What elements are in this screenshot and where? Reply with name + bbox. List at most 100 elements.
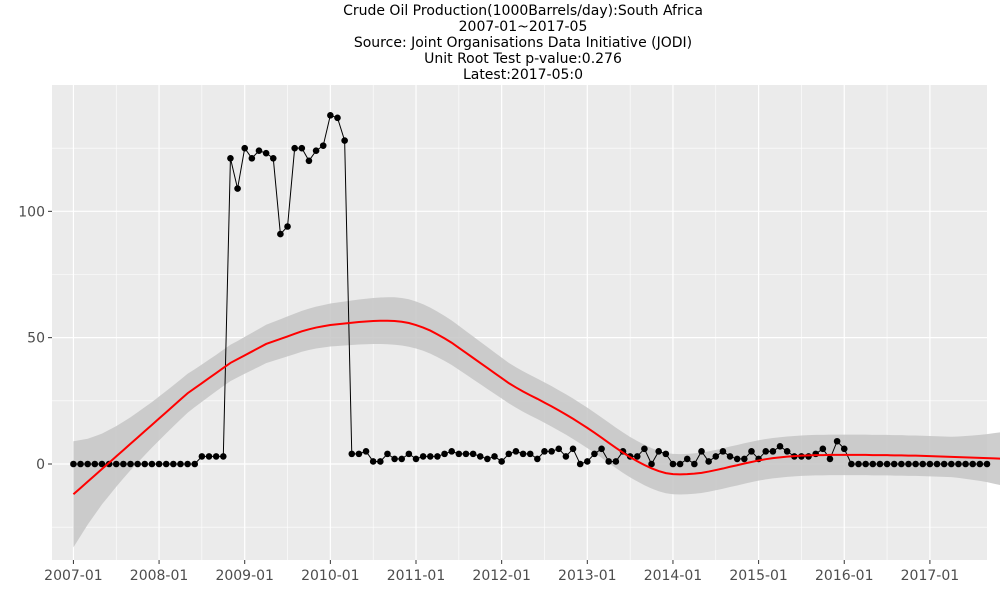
data-point xyxy=(319,142,327,149)
trend-line xyxy=(72,319,1000,496)
data-point xyxy=(412,455,420,463)
data-point xyxy=(869,460,877,468)
data-point xyxy=(184,460,191,468)
data-point xyxy=(384,450,391,458)
data-point xyxy=(669,460,677,468)
x-tick-label: 2012-01 xyxy=(472,568,531,584)
data-point xyxy=(840,445,848,453)
data-point xyxy=(848,460,855,468)
trend-series-line xyxy=(72,319,1000,496)
x-tick-label: 2013-01 xyxy=(558,568,617,584)
x-tick-label: 2014-01 xyxy=(644,568,703,584)
data-point xyxy=(355,450,363,458)
data-point xyxy=(398,455,406,463)
data-point xyxy=(491,453,498,460)
data-point xyxy=(84,460,91,468)
data-point xyxy=(476,453,484,460)
data-point xyxy=(498,458,505,465)
data-point xyxy=(683,455,691,463)
data-point xyxy=(177,460,184,468)
data-point xyxy=(98,460,106,468)
data-point xyxy=(277,230,284,238)
title-line-5: Latest:2017-05:0 xyxy=(462,67,584,83)
data-point xyxy=(712,453,720,460)
y-tick-label: 100 xyxy=(18,204,45,220)
data-point xyxy=(605,458,613,465)
data-point xyxy=(341,137,348,144)
data-point xyxy=(612,458,620,465)
x-tick-label: 2010-01 xyxy=(301,568,360,584)
data-point xyxy=(833,437,841,445)
title-line-2: 2007-01~2017-05 xyxy=(458,19,588,35)
x-tick-label: 2008-01 xyxy=(130,568,189,584)
data-point xyxy=(305,157,313,165)
data-point xyxy=(726,453,734,460)
data-point xyxy=(526,450,534,458)
data-point xyxy=(576,460,584,468)
x-tick-label: 2007-01 xyxy=(44,568,103,584)
data-point xyxy=(170,460,177,468)
y-tick-label: 0 xyxy=(36,457,45,473)
data-point xyxy=(733,455,741,463)
data-point xyxy=(205,453,213,460)
data-point xyxy=(148,460,156,468)
data-point xyxy=(298,144,306,152)
data-point xyxy=(469,450,477,458)
title-line-3: Source: Joint Organisations Data Initiat… xyxy=(353,35,693,51)
x-tick-label: 2009-01 xyxy=(215,568,274,584)
data-point xyxy=(676,460,684,468)
data-point xyxy=(905,460,912,468)
data-point xyxy=(405,450,413,458)
data-point xyxy=(762,448,770,455)
data-point xyxy=(219,453,227,460)
data-point xyxy=(484,455,491,463)
data-point xyxy=(426,453,434,460)
data-point xyxy=(948,460,955,468)
data-point xyxy=(134,460,141,468)
data-point xyxy=(933,460,941,468)
data-point xyxy=(191,460,199,468)
data-point xyxy=(334,114,341,122)
data-point xyxy=(255,147,263,154)
data-point xyxy=(562,453,570,460)
data-point xyxy=(534,455,541,463)
data-point xyxy=(312,147,320,154)
data-point xyxy=(969,460,977,468)
x-tick-label: 2017-01 xyxy=(901,568,960,584)
x-axis: 2007-01 2008-01 2009-01 2010-01 2011-01 2012-… xyxy=(44,560,959,584)
data-point xyxy=(284,223,291,230)
data-point xyxy=(91,460,99,468)
data-point xyxy=(641,445,648,453)
data-point xyxy=(127,460,134,468)
data-point xyxy=(983,460,991,468)
data-point xyxy=(419,453,427,460)
data-point xyxy=(248,154,256,162)
data-point xyxy=(448,448,455,455)
data-point xyxy=(662,450,670,458)
data-point xyxy=(541,448,548,455)
data-point xyxy=(976,460,984,468)
data-point xyxy=(705,458,712,465)
data-point xyxy=(198,453,206,460)
x-tick-label: 2011-01 xyxy=(387,568,446,584)
data-point xyxy=(919,460,927,468)
data-point xyxy=(555,445,563,453)
minor-gridlines xyxy=(52,85,987,560)
data-points xyxy=(70,112,991,468)
data-point xyxy=(327,112,334,119)
data-point xyxy=(584,458,591,465)
data-point xyxy=(348,450,356,458)
data-point xyxy=(155,460,163,468)
data-point xyxy=(391,455,398,463)
data-point xyxy=(783,448,791,455)
data-point xyxy=(633,453,641,460)
data-point xyxy=(77,460,84,468)
data-point xyxy=(890,460,898,468)
data-point xyxy=(241,144,249,152)
data-point xyxy=(512,448,520,455)
data-point xyxy=(548,448,555,455)
data-point xyxy=(955,460,962,468)
data-point xyxy=(269,154,277,162)
data-point xyxy=(120,460,127,468)
